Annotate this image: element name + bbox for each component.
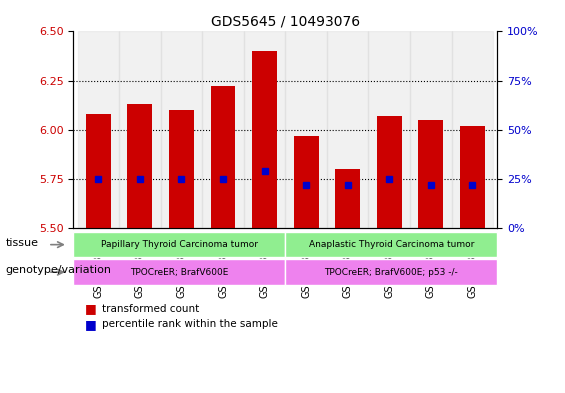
Text: Papillary Thyroid Carcinoma tumor: Papillary Thyroid Carcinoma tumor: [101, 240, 258, 249]
Bar: [460, 126, 485, 228]
Text: ■: ■: [85, 302, 97, 315]
Text: ■: ■: [85, 318, 97, 331]
Text: percentile rank within the sample: percentile rank within the sample: [102, 319, 277, 329]
Text: TPOCreER; BrafV600E: TPOCreER; BrafV600E: [130, 268, 229, 277]
Bar: [128, 104, 153, 228]
Text: TPOCreER; BrafV600E; p53 -/-: TPOCreER; BrafV600E; p53 -/-: [324, 268, 458, 277]
Bar: [418, 120, 443, 228]
Title: GDS5645 / 10493076: GDS5645 / 10493076: [211, 15, 360, 29]
Bar: [202, 31, 244, 228]
Bar: [294, 136, 319, 228]
Bar: [86, 114, 111, 228]
Bar: [244, 31, 285, 228]
Bar: [285, 31, 327, 228]
Bar: [451, 31, 493, 228]
Bar: [368, 31, 410, 228]
Bar: [169, 110, 194, 228]
Bar: [252, 51, 277, 228]
Bar: [410, 31, 451, 228]
Text: genotype/variation: genotype/variation: [6, 265, 112, 275]
Bar: [211, 86, 236, 228]
Text: Anaplastic Thyroid Carcinoma tumor: Anaplastic Thyroid Carcinoma tumor: [308, 240, 474, 249]
Text: tissue: tissue: [6, 238, 38, 248]
Text: transformed count: transformed count: [102, 303, 199, 314]
Bar: [119, 31, 160, 228]
Bar: [327, 31, 368, 228]
Bar: [160, 31, 202, 228]
Bar: [335, 169, 360, 228]
Bar: [377, 116, 402, 228]
Bar: [77, 31, 119, 228]
